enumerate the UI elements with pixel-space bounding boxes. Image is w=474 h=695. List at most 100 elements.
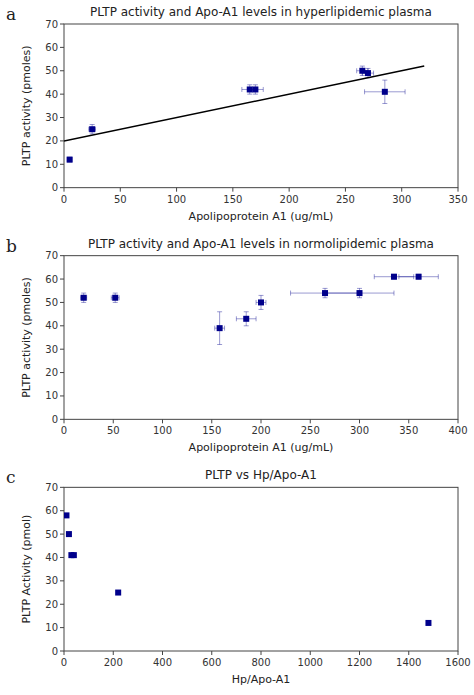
error-cap bbox=[357, 297, 362, 298]
title: PLTP activity and Apo-A1 levels in hyper… bbox=[90, 5, 432, 19]
y-tick bbox=[60, 604, 64, 605]
error-cap bbox=[244, 325, 249, 326]
x-axis-label: Apolipoprotein A1 (ug/mL) bbox=[189, 441, 334, 454]
y-tick bbox=[60, 302, 64, 303]
x-tick bbox=[359, 651, 360, 655]
y-tick-label: 40 bbox=[45, 320, 58, 331]
error-cap bbox=[323, 297, 328, 298]
x-error-bar bbox=[215, 326, 225, 331]
x-tick bbox=[408, 651, 409, 655]
x-tick bbox=[359, 419, 360, 423]
y-axis-label: PLTP activity (pmoles) bbox=[20, 277, 33, 398]
x-tick bbox=[162, 651, 163, 655]
x-tick-label: 400 bbox=[448, 425, 467, 436]
y-tick bbox=[60, 372, 64, 373]
x-tick-label: 50 bbox=[107, 425, 120, 436]
error-cap bbox=[253, 84, 258, 85]
y-tick-label: 20 bbox=[45, 367, 58, 378]
y-error-bar bbox=[247, 85, 252, 94]
error-cap bbox=[81, 302, 86, 303]
x-tick bbox=[113, 651, 114, 655]
x-tick bbox=[289, 188, 290, 192]
point bbox=[416, 274, 422, 280]
y-tick-label: 50 bbox=[45, 65, 58, 76]
title: PLTP activity and Apo-A1 levels in normo… bbox=[88, 237, 434, 251]
error-cap bbox=[323, 288, 328, 289]
y-tick-label: 30 bbox=[45, 575, 58, 586]
y-tick bbox=[60, 47, 64, 48]
error-cap bbox=[398, 274, 399, 279]
error-cap bbox=[360, 66, 365, 67]
error-cap bbox=[357, 288, 362, 289]
error-cap bbox=[217, 344, 222, 345]
y-tick bbox=[60, 557, 64, 558]
y-tick bbox=[60, 349, 64, 350]
error-cap bbox=[81, 293, 86, 294]
point bbox=[66, 531, 72, 537]
x-tick-label: 200 bbox=[251, 425, 270, 436]
x-tick-label: 0 bbox=[61, 657, 67, 668]
error-cap bbox=[259, 309, 264, 310]
point bbox=[357, 290, 363, 296]
error-cap bbox=[241, 87, 242, 92]
plot-area bbox=[64, 66, 424, 163]
y-tick bbox=[60, 580, 64, 581]
error-cap bbox=[113, 293, 118, 294]
error-bars bbox=[81, 274, 439, 344]
plot-area bbox=[64, 512, 431, 626]
x-tick bbox=[162, 419, 163, 423]
x-axis-label: Hp/Apo-A1 bbox=[232, 673, 291, 686]
y-error-bar bbox=[67, 157, 72, 162]
point bbox=[391, 274, 397, 280]
plot-frame bbox=[64, 24, 458, 188]
x-tick bbox=[458, 419, 459, 423]
y-tick bbox=[60, 70, 64, 71]
y-tick-label: 60 bbox=[45, 505, 58, 516]
x-tick bbox=[310, 419, 311, 423]
y-tick bbox=[60, 255, 64, 256]
x-tick-label: 200 bbox=[280, 194, 299, 205]
y-error-bar bbox=[90, 125, 95, 134]
error-cap bbox=[405, 89, 406, 94]
markers bbox=[64, 512, 431, 626]
x-tick-label: 300 bbox=[350, 425, 369, 436]
x-tick-label: 1600 bbox=[445, 657, 470, 668]
x-tick-label: 1000 bbox=[298, 657, 323, 668]
error-cap bbox=[247, 94, 252, 95]
y-tick-label: 70 bbox=[45, 250, 58, 261]
point bbox=[365, 70, 371, 76]
x-tick bbox=[458, 188, 459, 192]
plot-frame bbox=[64, 487, 458, 651]
error-cap bbox=[373, 71, 374, 76]
point bbox=[217, 325, 223, 331]
x-tick-label: 150 bbox=[202, 425, 221, 436]
error-cap bbox=[88, 127, 89, 132]
y-axis-label: PLTP Activity (pmol) bbox=[20, 515, 33, 624]
y-tick bbox=[60, 419, 64, 420]
y-tick-label: 20 bbox=[45, 599, 58, 610]
x-tick bbox=[401, 188, 402, 192]
y-tick bbox=[60, 140, 64, 141]
y-error-bar bbox=[360, 66, 365, 75]
point bbox=[81, 295, 87, 301]
lines bbox=[64, 66, 424, 141]
trend-line bbox=[64, 66, 424, 141]
error-cap bbox=[247, 84, 252, 85]
x-error-bar bbox=[236, 316, 256, 321]
y-error-bar bbox=[217, 312, 222, 345]
panel: PLTP vs Hp/Apo-A1c0200400600800100012001… bbox=[6, 467, 471, 686]
point bbox=[67, 157, 73, 163]
x-tick-label: 1400 bbox=[396, 657, 421, 668]
y-tick bbox=[60, 627, 64, 628]
y-tick-label: 10 bbox=[45, 390, 58, 401]
x-tick-label: 400 bbox=[153, 657, 172, 668]
error-cap bbox=[365, 68, 370, 69]
y-tick bbox=[60, 94, 64, 95]
error-cap bbox=[256, 316, 257, 321]
x-tick bbox=[64, 651, 65, 655]
point bbox=[64, 512, 69, 518]
error-cap bbox=[382, 103, 387, 104]
x-error-bar bbox=[81, 295, 87, 300]
y-tick-label: 50 bbox=[45, 297, 58, 308]
y-error-bar bbox=[365, 68, 370, 77]
